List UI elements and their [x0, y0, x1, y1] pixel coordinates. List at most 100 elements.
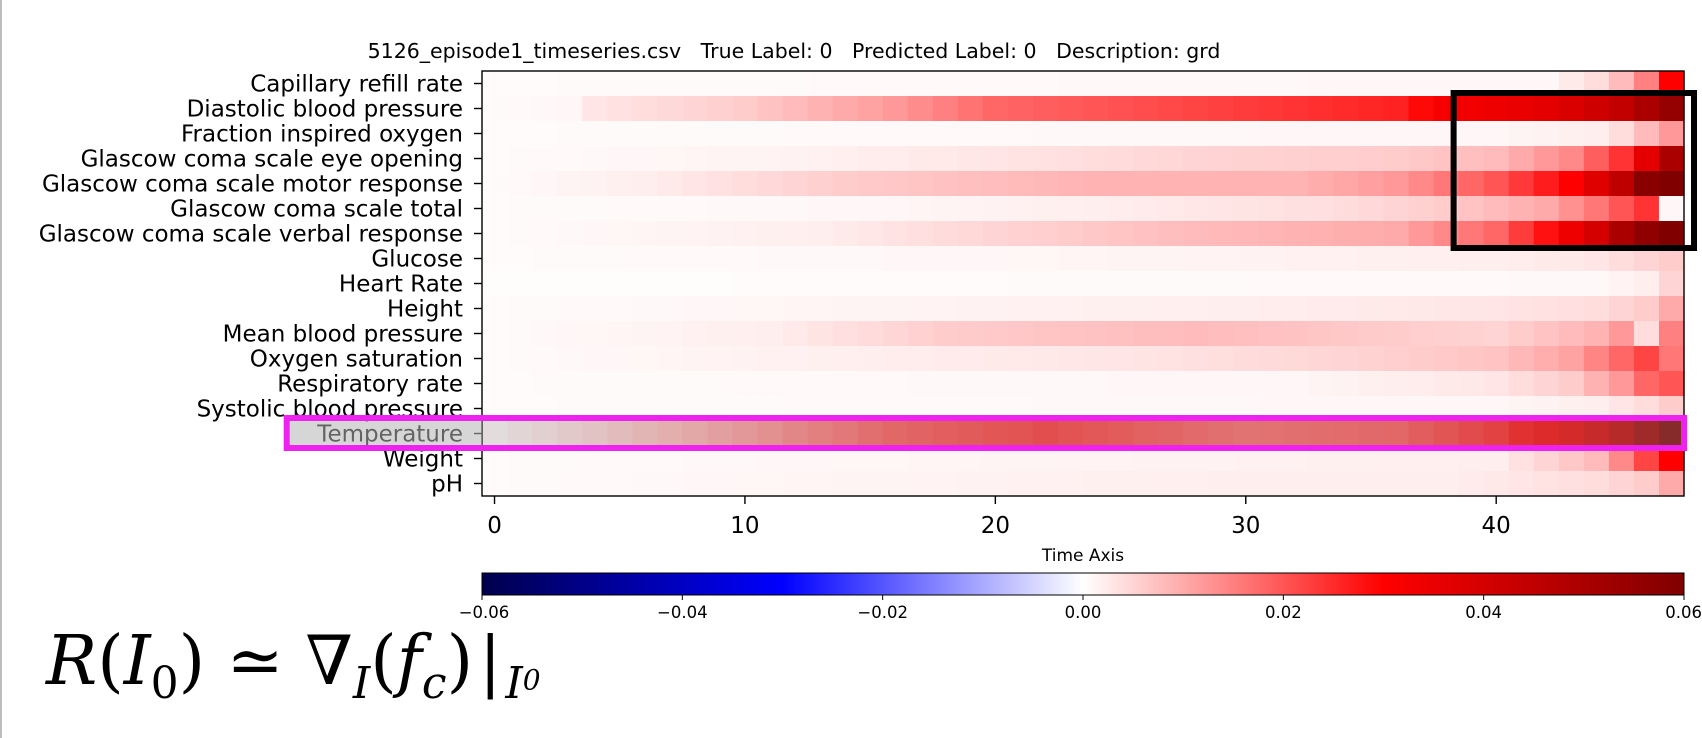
heatmap-cell — [1007, 421, 1034, 447]
heatmap-cell — [757, 221, 784, 247]
heatmap-cell — [1158, 321, 1184, 347]
heatmap-cell — [1057, 371, 1084, 397]
formula-approx-nabla: ) ≃ ∇ — [178, 622, 353, 701]
heatmap-cell — [607, 246, 633, 272]
heatmap-cell — [1258, 296, 1284, 322]
heatmap-cell — [507, 121, 533, 147]
heatmap-cell — [657, 321, 683, 347]
heatmap-cell — [1007, 221, 1034, 247]
heatmap-cell — [932, 96, 959, 122]
heatmap-cell — [1032, 96, 1059, 122]
heatmap-cell — [1533, 371, 1560, 397]
heatmap-cell — [957, 371, 984, 397]
heatmap-cell — [907, 146, 934, 172]
heatmap-cell — [1333, 246, 1360, 272]
heatmap-cell — [1133, 271, 1159, 297]
heatmap-cell — [782, 271, 809, 297]
heatmap-cell — [1558, 146, 1585, 172]
heatmap-cell — [1308, 121, 1335, 147]
heatmap-cell — [932, 296, 959, 322]
heatmap-cell — [1633, 196, 1660, 222]
heatmap-cell — [882, 96, 909, 122]
heatmap-cell — [807, 96, 834, 122]
heatmap-cell — [1508, 146, 1535, 172]
heatmap-cell — [1533, 146, 1560, 172]
heatmap-cell — [1483, 146, 1510, 172]
heatmap-cell — [1133, 421, 1159, 447]
heatmap-cell — [1158, 371, 1184, 397]
heatmap-cell — [1057, 221, 1084, 247]
heatmap-cell — [1333, 321, 1360, 347]
heatmap-cell — [1583, 471, 1610, 497]
row-label: pH — [431, 472, 463, 498]
heatmap-cell — [857, 471, 884, 497]
heatmap-cell — [707, 221, 734, 247]
heatmap-cell — [982, 221, 1009, 247]
formula-sub-I0-0: 0 — [522, 663, 541, 697]
heatmap-cell — [507, 421, 533, 447]
heatmap-cell — [582, 146, 608, 172]
heatmap-cell — [757, 346, 784, 372]
heatmap-cell — [857, 271, 884, 297]
heatmap-cell — [1032, 196, 1059, 222]
heatmap-cell — [557, 421, 583, 447]
heatmap-cell — [507, 346, 533, 372]
heatmap-cell — [882, 246, 909, 272]
heatmap-cell — [532, 121, 558, 147]
heatmap-cell — [1508, 471, 1535, 497]
heatmap-cell — [1408, 321, 1435, 347]
heatmap-cell — [932, 221, 959, 247]
heatmap-cell — [1007, 246, 1034, 272]
heatmap-cell — [1583, 221, 1610, 247]
heatmap-cell — [607, 146, 633, 172]
heatmap-cell — [1358, 171, 1385, 197]
heatmap-cell — [607, 296, 633, 322]
heatmap-cell — [532, 146, 558, 172]
heatmap-cell — [832, 271, 859, 297]
heatmap-cell — [532, 371, 558, 397]
heatmap-cell — [1333, 196, 1360, 222]
heatmap-cell — [582, 421, 608, 447]
heatmap-cell — [482, 221, 508, 247]
heatmap-cell — [957, 346, 984, 372]
heatmap-cell — [732, 96, 759, 122]
heatmap-cell — [632, 271, 658, 297]
heatmap-cell — [732, 346, 759, 372]
heatmap-cell — [832, 421, 859, 447]
heatmap-cell — [1558, 196, 1585, 222]
heatmap-cell — [1658, 121, 1685, 147]
heatmap-cell — [1408, 421, 1435, 447]
heatmap-cell — [832, 296, 859, 322]
heatmap-cell — [982, 346, 1009, 372]
heatmap-cell — [1258, 246, 1284, 272]
heatmap-cell — [982, 471, 1009, 497]
heatmap-cell — [1133, 196, 1159, 222]
heatmap-cell — [1057, 471, 1084, 497]
heatmap-cell — [1658, 171, 1685, 197]
heatmap-cell — [1233, 246, 1259, 272]
heatmap-cell — [1133, 221, 1159, 247]
heatmap-cell — [682, 296, 708, 322]
heatmap-cell — [982, 96, 1009, 122]
heatmap-cell — [982, 146, 1009, 172]
heatmap-cell — [1608, 196, 1635, 222]
heatmap-cell — [882, 321, 909, 347]
heatmap-cell — [732, 421, 759, 447]
heatmap-cell — [1633, 121, 1660, 147]
heatmap-cell — [732, 196, 759, 222]
row-label: Mean blood pressure — [223, 322, 463, 348]
heatmap-cells — [482, 71, 1685, 497]
late-window-highlight-box — [1450, 90, 1698, 251]
heatmap-cell — [1458, 96, 1485, 122]
heatmap-cell — [1633, 296, 1660, 322]
heatmap-cell — [1208, 221, 1234, 247]
heatmap-cell — [1208, 346, 1234, 372]
heatmap-cell — [757, 321, 784, 347]
chart-title: 5126_episode1_timeseries.csv True Label:… — [368, 39, 1221, 64]
row-label: Capillary refill rate — [250, 72, 463, 98]
heatmap-cell — [1032, 271, 1059, 297]
heatmap-cell — [1533, 471, 1560, 497]
heatmap-cell — [1308, 221, 1335, 247]
heatmap-cell — [1583, 371, 1610, 397]
heatmap-cell — [1283, 121, 1309, 147]
